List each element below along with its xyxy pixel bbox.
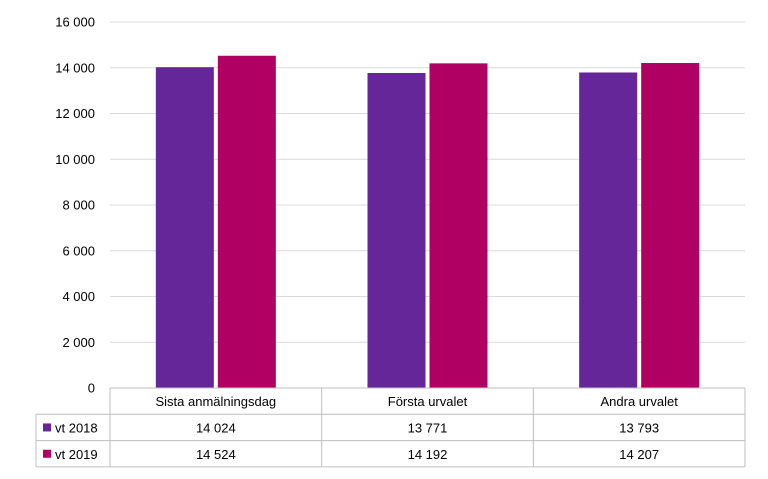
bar-vt-2019-2 — [641, 63, 700, 389]
y-tick-label: 8 000 — [62, 198, 95, 213]
category-label: Sista anmälningsdag — [155, 394, 276, 409]
data-value: 14 024 — [196, 420, 236, 435]
y-tick-label: 14 000 — [55, 60, 95, 75]
category-label: Andra urvalet — [601, 394, 679, 409]
data-table: Sista anmälningsdag Första urvalet Andra u… — [35, 387, 746, 468]
y-tick-label: 6 000 — [62, 243, 95, 258]
category-label: Första urvalet — [388, 394, 468, 409]
y-tick-label: 0 — [88, 381, 95, 396]
gridlines — [110, 21, 745, 343]
data-value: 13 793 — [619, 420, 659, 435]
bars — [155, 55, 700, 389]
bar-vt-2019-0 — [217, 55, 276, 389]
y-axis-tick-labels: 0 2 000 4 000 6 000 8 000 10 000 12 000 14 000 1… — [55, 15, 95, 396]
data-value: 14 524 — [196, 447, 236, 462]
data-value: 13 771 — [408, 420, 448, 435]
y-tick-label: 2 000 — [62, 335, 95, 350]
legend-swatch — [43, 449, 51, 458]
y-tick-label: 16 000 — [55, 15, 95, 30]
data-value: 14 192 — [408, 447, 448, 462]
y-tick-label: 12 000 — [55, 106, 95, 121]
y-tick-label: 4 000 — [62, 289, 95, 304]
legend-label: vt 2018 — [55, 420, 98, 435]
y-tick-label: 10 000 — [55, 152, 95, 167]
legend-swatch — [43, 423, 51, 432]
bar-vt-2018-0 — [155, 67, 214, 389]
bar-vt-2019-1 — [429, 63, 488, 388]
bar-vt-2018-2 — [579, 72, 638, 389]
legend-label: vt 2019 — [55, 447, 98, 462]
bar-vt-2018-1 — [367, 72, 426, 388]
data-value: 14 207 — [619, 447, 659, 462]
